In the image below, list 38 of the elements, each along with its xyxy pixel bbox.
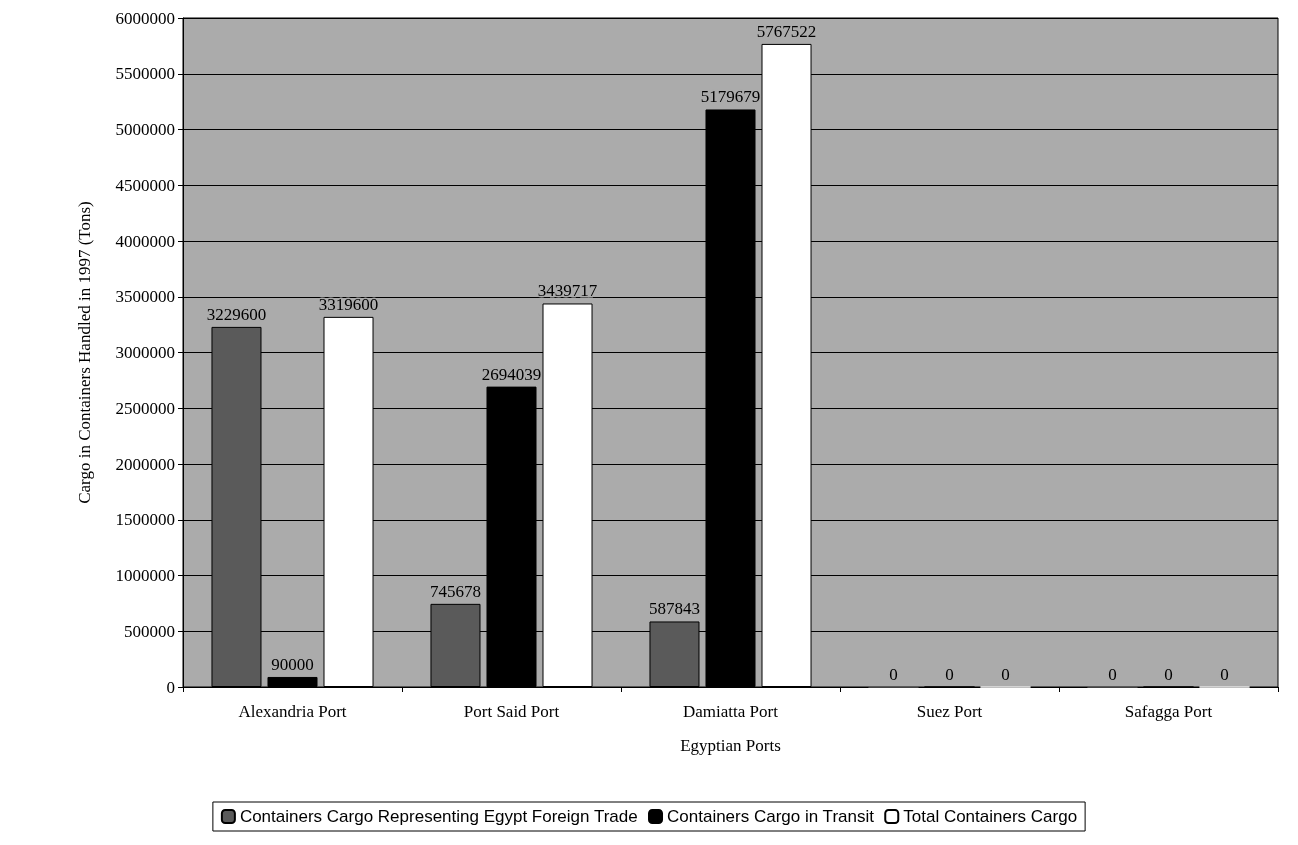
- y-tick-label: 4000000: [115, 231, 175, 251]
- y-axis-title: Cargo in Containers Handled in 1997 (Tons): [75, 201, 94, 504]
- x-tick-label: Safagga Port: [1124, 702, 1213, 721]
- data-label: 0: [1220, 664, 1229, 684]
- data-label: 3229600: [206, 304, 267, 324]
- y-tick-label: 1500000: [115, 510, 175, 530]
- data-label: 0: [1164, 664, 1173, 684]
- y-tick-label: 5500000: [115, 64, 175, 84]
- x-tick-label: Suez Port: [916, 702, 983, 721]
- data-label: 0: [889, 664, 898, 684]
- data-label: 0: [1001, 664, 1010, 684]
- y-tick-label: 500000: [124, 621, 175, 641]
- data-label: 0: [945, 664, 954, 684]
- data-label: 90000: [271, 654, 314, 674]
- data-label: 3319600: [318, 294, 379, 314]
- data-label: 587843: [648, 599, 700, 619]
- y-tick-label: 1000000: [115, 566, 175, 585]
- data-label: 2694039: [481, 364, 542, 384]
- legend-label: Total Containers Cargo: [903, 807, 1078, 826]
- y-tick-label: 4500000: [115, 175, 175, 195]
- y-tick-label: 6000000: [115, 8, 175, 28]
- y-tick-label: 2000000: [115, 454, 175, 474]
- x-tick-label: Alexandria Port: [238, 702, 347, 721]
- y-tick-label: 0: [166, 677, 175, 697]
- y-tick-label: 3500000: [115, 287, 175, 307]
- y-tick-label: 5000000: [115, 120, 175, 139]
- y-tick-label: 3000000: [115, 343, 175, 362]
- data-label: 3439717: [537, 281, 598, 301]
- x-tick-label: Damiatta Port: [683, 702, 779, 721]
- data-label: 5179679: [700, 87, 761, 107]
- data-label: 745678: [429, 581, 481, 601]
- legend-label: Containers Cargo in Transit: [667, 807, 875, 826]
- data-label: 0: [1108, 664, 1117, 684]
- y-tick-label: 2500000: [115, 398, 175, 418]
- x-axis-title: Egyptian Ports: [680, 736, 781, 755]
- data-label: 5767522: [756, 21, 817, 41]
- x-tick-label: Port Said Port: [463, 702, 560, 721]
- legend-label: Containers Cargo Representing Egypt Foreign Trade: [239, 807, 638, 826]
